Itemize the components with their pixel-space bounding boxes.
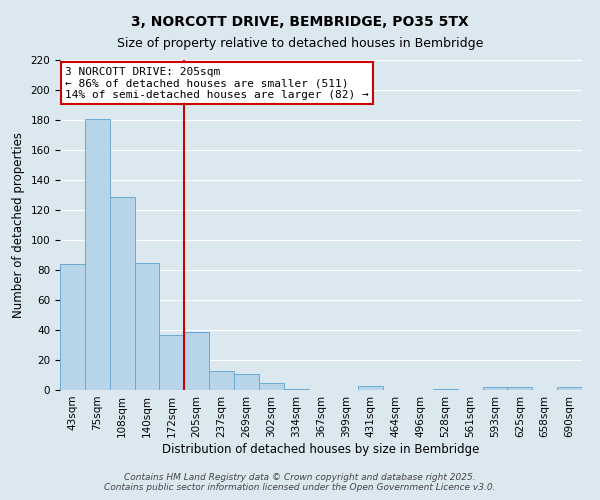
Bar bbox=[209, 370, 234, 390]
Text: 3, NORCOTT DRIVE, BEMBRIDGE, PO35 5TX: 3, NORCOTT DRIVE, BEMBRIDGE, PO35 5TX bbox=[131, 15, 469, 29]
Text: Size of property relative to detached houses in Bembridge: Size of property relative to detached ho… bbox=[117, 38, 483, 51]
Bar bbox=[433, 388, 458, 390]
Text: 3 NORCOTT DRIVE: 205sqm
← 86% of detached houses are smaller (511)
14% of semi-d: 3 NORCOTT DRIVE: 205sqm ← 86% of detache… bbox=[65, 66, 369, 100]
Bar bbox=[284, 388, 308, 390]
Bar bbox=[134, 262, 160, 390]
Bar bbox=[234, 374, 259, 390]
Bar bbox=[184, 332, 209, 390]
Bar bbox=[557, 387, 582, 390]
Y-axis label: Number of detached properties: Number of detached properties bbox=[12, 132, 25, 318]
Bar bbox=[508, 387, 532, 390]
Bar bbox=[358, 386, 383, 390]
Text: Contains HM Land Registry data © Crown copyright and database right 2025.
Contai: Contains HM Land Registry data © Crown c… bbox=[104, 473, 496, 492]
Bar bbox=[60, 264, 85, 390]
Bar bbox=[160, 334, 184, 390]
X-axis label: Distribution of detached houses by size in Bembridge: Distribution of detached houses by size … bbox=[163, 442, 479, 456]
Bar bbox=[482, 387, 508, 390]
Bar bbox=[259, 382, 284, 390]
Bar bbox=[110, 196, 134, 390]
Bar bbox=[85, 118, 110, 390]
